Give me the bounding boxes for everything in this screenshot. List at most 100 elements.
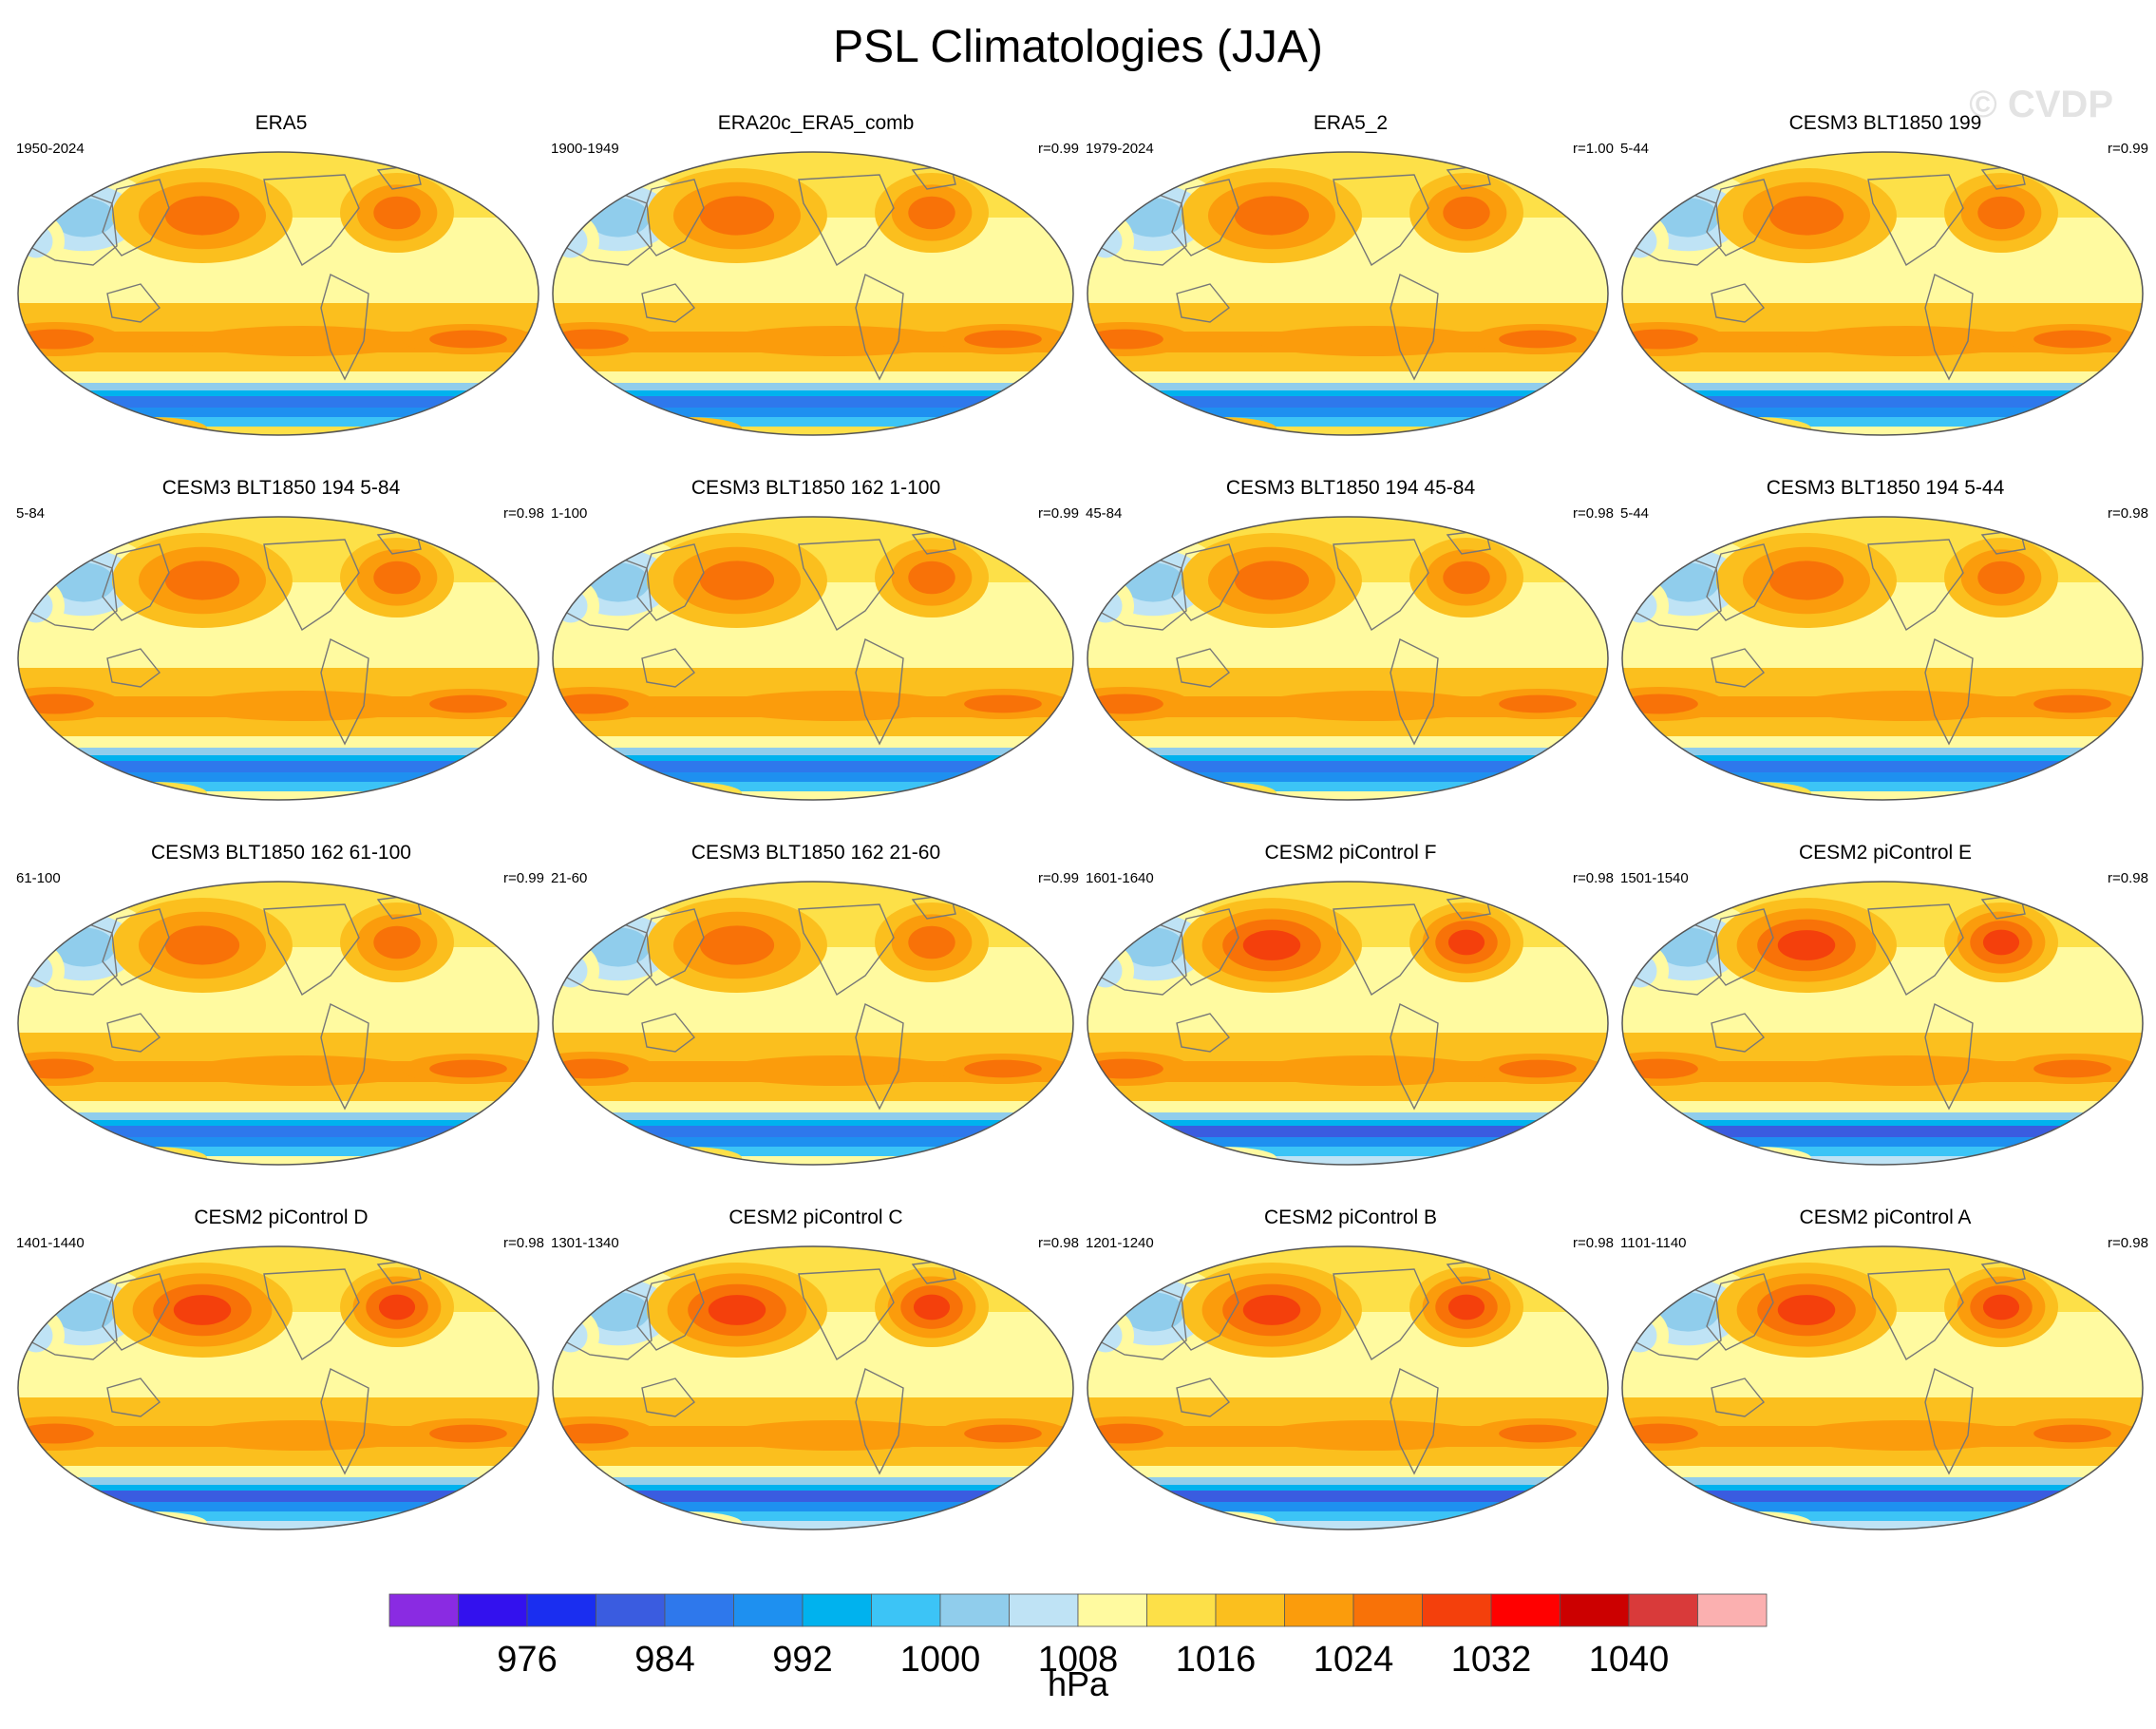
coastline bbox=[1390, 1002, 1439, 1111]
psl-band bbox=[553, 517, 1073, 527]
map-panel: CESM2 piControl E 1501-1540 r=0.98 bbox=[1618, 842, 2152, 1222]
psl-band bbox=[1087, 1101, 1608, 1112]
colorbar-swatch bbox=[1215, 1593, 1285, 1627]
psl-band bbox=[553, 1491, 1073, 1502]
south-atlantic-high bbox=[1499, 1059, 1577, 1078]
south-atlantic-high bbox=[1499, 330, 1577, 349]
coastline bbox=[1711, 283, 1765, 323]
psl-band bbox=[1622, 1147, 2143, 1156]
panel-correlation: r=0.98 bbox=[2108, 870, 2148, 886]
panel-years: 1201-1240 bbox=[1086, 1235, 1154, 1251]
psl-band bbox=[553, 1082, 1073, 1101]
psl-band bbox=[553, 1477, 1073, 1485]
psl-band bbox=[553, 1120, 1073, 1126]
psl-band bbox=[1622, 1126, 2143, 1137]
south-atlantic-high bbox=[964, 330, 1042, 349]
south-pacific-high bbox=[1792, 326, 2020, 356]
coastline bbox=[1333, 174, 1429, 267]
psl-band bbox=[1622, 1485, 2143, 1491]
panel-title: CESM3 BLT1850 162 61-100 bbox=[151, 842, 411, 864]
north-pacific-high bbox=[1777, 930, 1836, 960]
psl-band bbox=[553, 755, 1073, 761]
north-atlantic-high bbox=[378, 1294, 416, 1320]
panel-correlation: r=0.98 bbox=[1038, 1235, 1079, 1251]
panel-title: CESM3 BLT1850 194 45-84 bbox=[1225, 477, 1476, 499]
psl-band bbox=[1087, 371, 1608, 383]
north-atlantic-high bbox=[1982, 1294, 2020, 1320]
psl-band bbox=[553, 417, 1073, 427]
psl-band bbox=[1622, 717, 2143, 736]
panel-correlation: r=0.98 bbox=[2108, 1235, 2148, 1251]
psl-band bbox=[18, 1101, 539, 1112]
psl-band bbox=[1087, 772, 1608, 782]
psl-map bbox=[1087, 881, 1609, 1166]
coastline bbox=[641, 1378, 695, 1417]
south-atlantic-high bbox=[429, 1424, 507, 1443]
psl-map bbox=[552, 1245, 1074, 1530]
north-atlantic-high bbox=[1447, 929, 1485, 956]
panel-title: ERA5 bbox=[255, 112, 308, 134]
psl-band bbox=[18, 371, 539, 383]
psl-band bbox=[18, 717, 539, 736]
psl-map bbox=[552, 881, 1074, 1166]
psl-band bbox=[553, 1485, 1073, 1491]
north-pacific-high bbox=[164, 925, 240, 965]
north-pacific-high bbox=[1234, 196, 1310, 236]
coastline bbox=[798, 539, 895, 632]
psl-map bbox=[552, 151, 1074, 436]
colorbar-unit-label: hPa bbox=[1047, 1664, 1109, 1703]
north-atlantic-high bbox=[1982, 929, 2020, 956]
psl-band bbox=[1622, 1137, 2143, 1147]
psl-band bbox=[1622, 383, 2143, 390]
psl-band bbox=[18, 761, 539, 772]
psl-band bbox=[1087, 1358, 1608, 1397]
panel-years: 1401-1440 bbox=[16, 1235, 85, 1251]
colorbar-tick-label: 1024 bbox=[1314, 1640, 1394, 1680]
north-pacific-high bbox=[1242, 930, 1301, 960]
map-panel: CESM2 piControl F 1601-1640 r=0.98 bbox=[1084, 842, 1617, 1222]
psl-band bbox=[1087, 993, 1608, 1033]
map-border bbox=[552, 151, 1074, 436]
coastline bbox=[855, 273, 904, 381]
map-panel: ERA20c_ERA5_comb 1900-1949 r=0.99 bbox=[549, 112, 1083, 492]
psl-band bbox=[18, 1491, 539, 1502]
map-border bbox=[552, 1245, 1074, 1530]
psl-map bbox=[1621, 516, 2144, 801]
psl-band bbox=[18, 1358, 539, 1397]
panel-years: 1501-1540 bbox=[1620, 870, 1689, 886]
psl-map bbox=[1621, 151, 2144, 436]
psl-band bbox=[1087, 761, 1608, 772]
panel-title: CESM2 piControl B bbox=[1263, 1206, 1438, 1228]
panel-years: 61-100 bbox=[16, 870, 61, 886]
north-atlantic-high bbox=[373, 196, 421, 230]
psl-map bbox=[1621, 1245, 2144, 1530]
north-pacific-high bbox=[164, 196, 240, 236]
map-border bbox=[1621, 151, 2144, 436]
psl-band bbox=[1622, 772, 2143, 782]
map-panel: CESM3 BLT1850 199 5-44 r=0.99 bbox=[1618, 112, 2152, 492]
psl-band bbox=[553, 628, 1073, 668]
coastline bbox=[855, 1002, 904, 1111]
psl-band bbox=[1622, 755, 2143, 761]
psl-band bbox=[1087, 1246, 1608, 1257]
north-pacific-high bbox=[164, 560, 240, 600]
colorbar-swatch bbox=[1352, 1593, 1423, 1627]
panel-correlation: r=0.98 bbox=[503, 1235, 544, 1251]
map-panel: CESM3 BLT1850 162 21-60 21-60 r=0.99 bbox=[549, 842, 1083, 1222]
psl-band bbox=[1622, 782, 2143, 791]
psl-band bbox=[1087, 748, 1608, 755]
psl-band bbox=[18, 352, 539, 371]
north-pacific-high bbox=[1242, 1295, 1301, 1325]
psl-band bbox=[553, 383, 1073, 390]
panel-title: CESM2 piControl F bbox=[1264, 842, 1437, 864]
panel-years: 1950-2024 bbox=[16, 141, 85, 157]
south-atlantic-high bbox=[1499, 1424, 1577, 1443]
psl-band bbox=[18, 1112, 539, 1120]
map-border bbox=[17, 151, 539, 436]
coastline bbox=[636, 179, 705, 256]
psl-band bbox=[1622, 882, 2143, 892]
panel-correlation: r=1.00 bbox=[1573, 141, 1614, 157]
coastline bbox=[1333, 1268, 1429, 1361]
colorbar-swatch bbox=[1628, 1593, 1698, 1627]
